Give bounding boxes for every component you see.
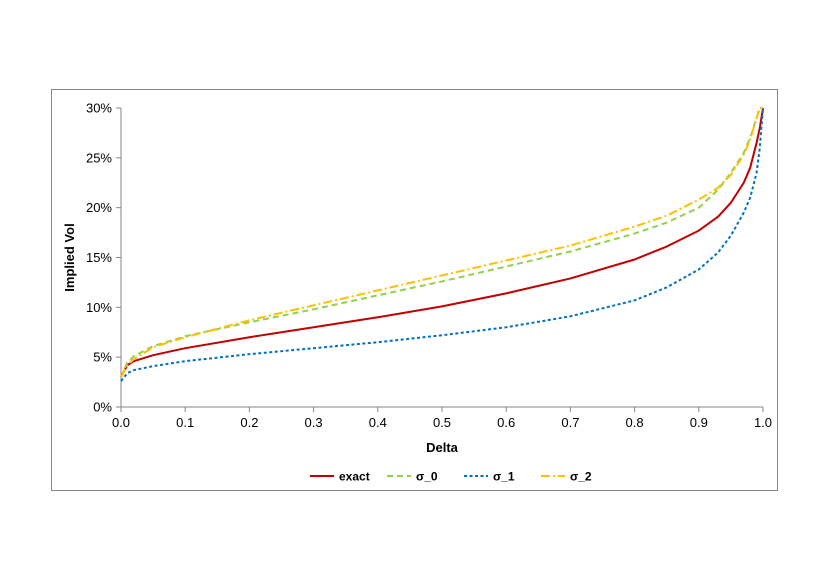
y-tick-label: 20% <box>86 200 112 215</box>
x-tick-label: 1.0 <box>754 415 772 430</box>
series-line-sigma-1 <box>120 107 764 382</box>
legend-label-sigma-2: σ_2 <box>570 470 592 484</box>
x-tick-label: 0.9 <box>690 415 708 430</box>
x-tick-label: 0.7 <box>561 415 579 430</box>
legend-label-sigma-0: σ_0 <box>416 470 438 484</box>
y-tick-label: 25% <box>86 150 112 165</box>
x-tick-label: 0.5 <box>433 415 451 430</box>
legend-label-sigma-1: σ_1 <box>493 470 515 484</box>
x-tick-label: 0.2 <box>240 415 258 430</box>
y-tick-label: 15% <box>86 250 112 265</box>
x-tick-label: 0.0 <box>112 415 130 430</box>
y-tick-label: 0% <box>93 400 112 415</box>
legend-label-exact: exact <box>339 470 370 484</box>
y-axis-title: Implied Vol <box>62 223 77 291</box>
x-tick-label: 0.8 <box>626 415 644 430</box>
series-line-sigma-0 <box>120 107 763 378</box>
x-tick-label: 0.4 <box>369 415 387 430</box>
series-line-exact <box>120 107 764 378</box>
x-tick-label: 0.3 <box>305 415 323 430</box>
line-chart: Implied Vol Delta 0% 5% 10% 15% 20% 25% 30% 0.0… <box>62 101 772 484</box>
chart-frame: Implied Vol Delta 0% 5% 10% 15% 20% 25% 30% 0.0… <box>51 89 778 491</box>
x-tick-label: 0.1 <box>176 415 194 430</box>
x-tick-label: 0.6 <box>497 415 515 430</box>
y-tick-label: 10% <box>86 300 112 315</box>
x-axis-title: Delta <box>426 440 459 455</box>
series-line-sigma-2 <box>120 107 763 378</box>
y-tick-label: 5% <box>93 350 112 365</box>
y-tick-label: 30% <box>86 101 112 116</box>
